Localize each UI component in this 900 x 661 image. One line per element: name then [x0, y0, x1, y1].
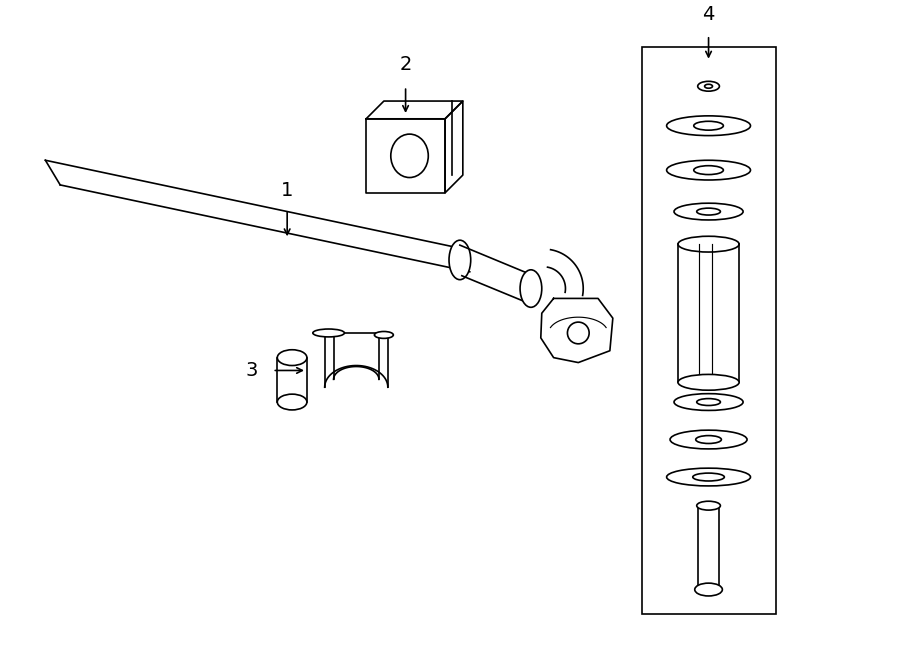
Polygon shape [45, 160, 470, 272]
Ellipse shape [674, 394, 743, 410]
Ellipse shape [374, 331, 393, 338]
Ellipse shape [696, 436, 722, 444]
Ellipse shape [667, 468, 751, 486]
Ellipse shape [698, 81, 719, 91]
Ellipse shape [693, 473, 724, 481]
Ellipse shape [697, 208, 720, 215]
Ellipse shape [705, 84, 713, 88]
Ellipse shape [277, 394, 307, 410]
Bar [643, 47, 776, 614]
Ellipse shape [697, 501, 720, 510]
Ellipse shape [313, 329, 345, 337]
Text: 2: 2 [400, 56, 412, 75]
Ellipse shape [567, 322, 590, 344]
Ellipse shape [694, 121, 724, 130]
Ellipse shape [670, 430, 747, 449]
Text: 1: 1 [281, 180, 293, 200]
Ellipse shape [449, 240, 471, 280]
Text: 3: 3 [245, 361, 257, 380]
Polygon shape [366, 101, 463, 119]
Ellipse shape [667, 160, 751, 180]
Ellipse shape [678, 374, 739, 390]
Text: 4: 4 [702, 5, 715, 24]
Polygon shape [541, 298, 613, 363]
Polygon shape [446, 101, 463, 193]
Ellipse shape [695, 583, 723, 596]
Polygon shape [366, 119, 446, 193]
Ellipse shape [697, 399, 720, 405]
Ellipse shape [520, 270, 542, 307]
Polygon shape [547, 250, 583, 295]
Ellipse shape [391, 134, 428, 178]
Ellipse shape [667, 116, 751, 136]
Ellipse shape [694, 166, 724, 175]
Ellipse shape [277, 350, 307, 366]
Ellipse shape [674, 203, 743, 220]
Ellipse shape [678, 236, 739, 252]
